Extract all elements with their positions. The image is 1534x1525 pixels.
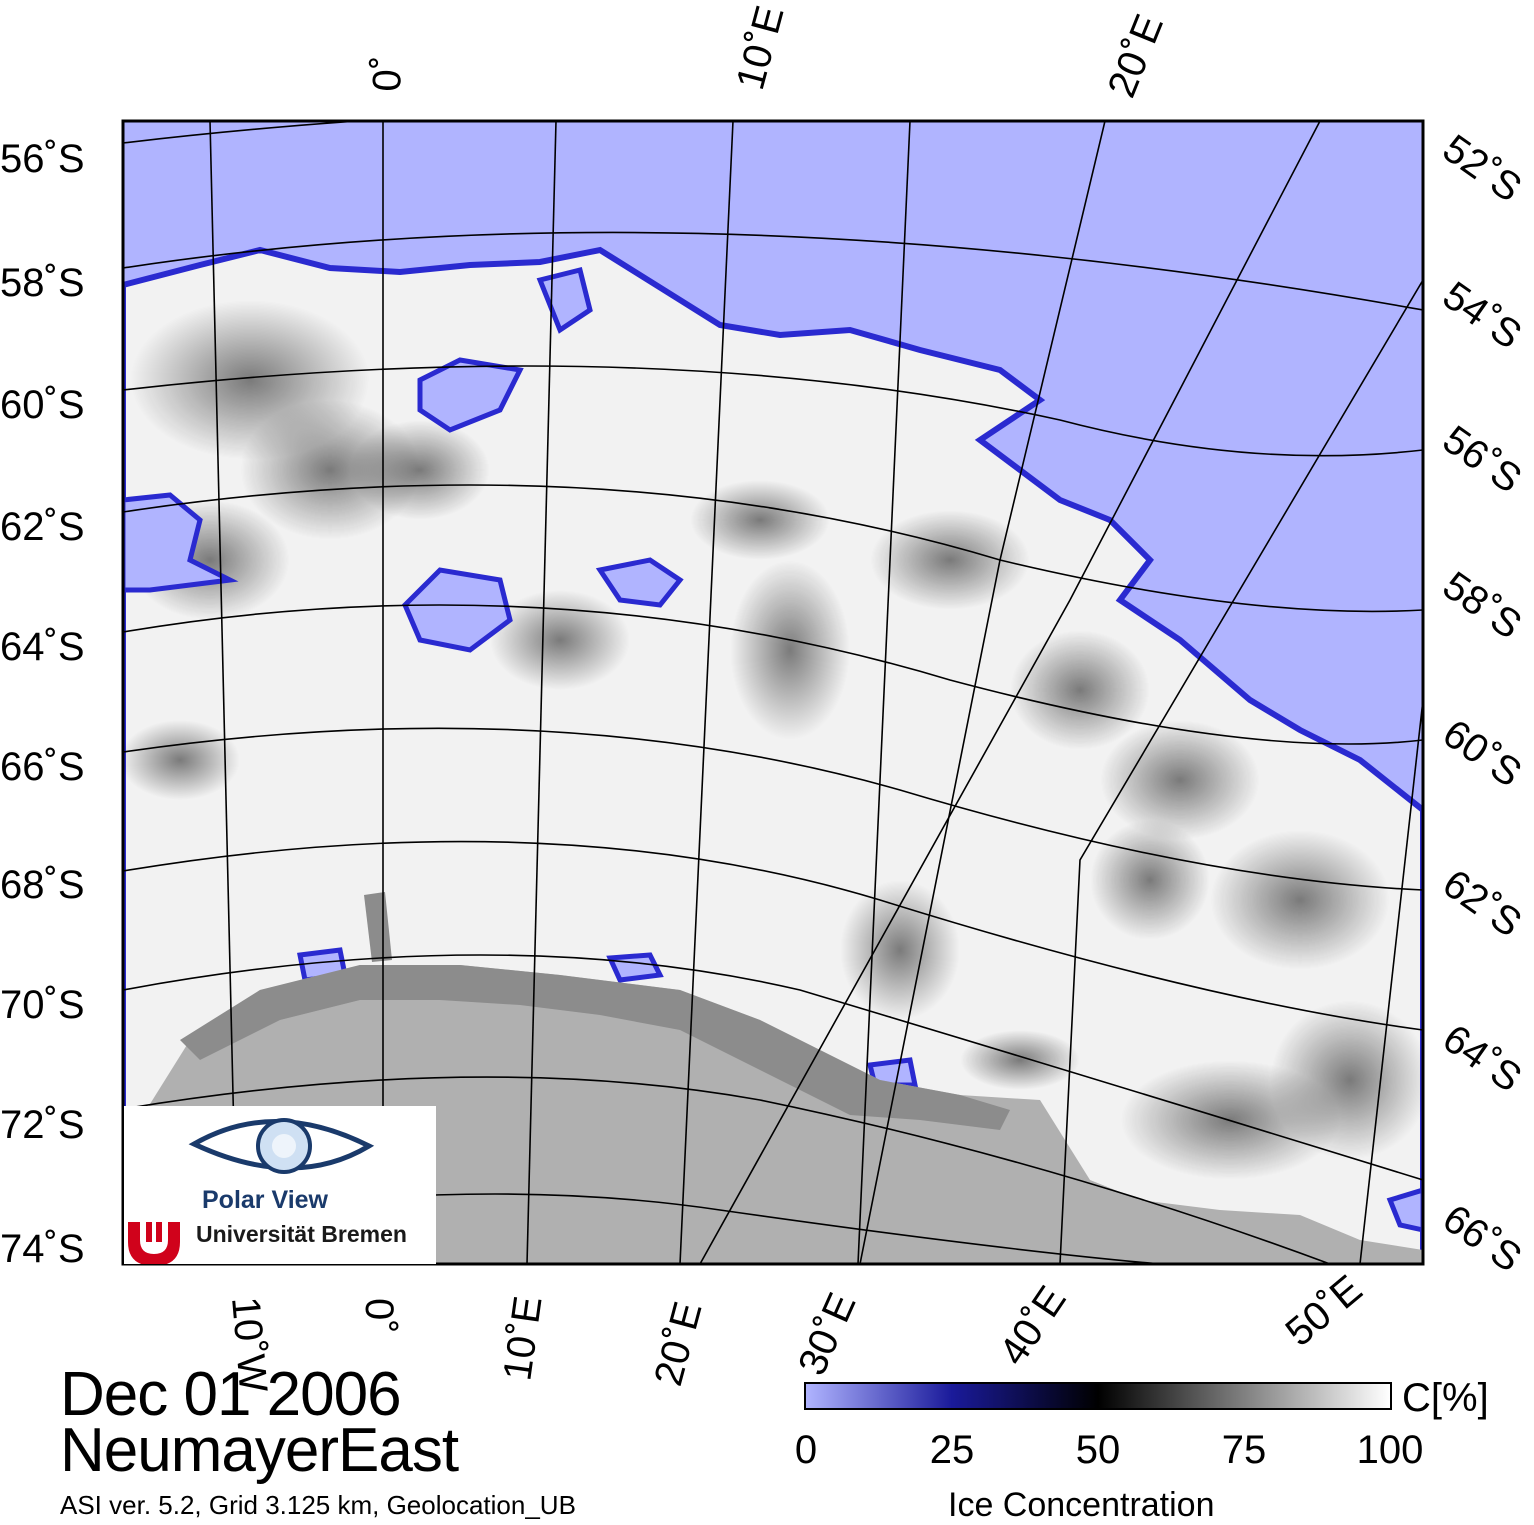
- lon-label: 0˚: [357, 1298, 401, 1334]
- continent: [123, 965, 1423, 1264]
- colorbar-tick: 50: [1075, 1428, 1121, 1472]
- lon-label: 20˚E: [1100, 9, 1172, 104]
- lon-label: 40˚E: [991, 1278, 1075, 1373]
- ice-shelf-peninsula: [364, 892, 392, 962]
- lat-label: 58˚S: [1435, 563, 1529, 648]
- logo-title: Polar View: [202, 1186, 328, 1214]
- colorbar-tick: 100: [1356, 1428, 1424, 1472]
- logo-subtitle: Universität Bremen: [196, 1221, 407, 1247]
- lat-label: 74˚S: [0, 1227, 85, 1271]
- lon-label: 50˚E: [1278, 1267, 1371, 1355]
- lat-labels-right: 52˚S 54˚S 56˚S 58˚S 60˚S 62˚S 64˚S 66˚S: [1435, 126, 1529, 1281]
- lon-label: 30˚E: [790, 1287, 865, 1382]
- date-text: Dec 01 2006: [60, 1360, 402, 1429]
- lat-label: 58˚S: [0, 261, 85, 305]
- lat-label: 62˚S: [1435, 861, 1529, 946]
- region-text: NeumayerEast: [60, 1416, 459, 1485]
- colorbar-label: Ice Concentration: [948, 1486, 1215, 1524]
- lon-label: 0˚: [365, 55, 410, 92]
- lat-label: 64˚S: [1435, 1016, 1529, 1101]
- lon-label: 10˚E: [495, 1293, 550, 1383]
- polynyas: [123, 266, 1423, 1233]
- colorbar: [804, 1382, 1392, 1410]
- eye-icon: [128, 1118, 375, 1264]
- polar-view-logo: Polar View Universität Bremen: [124, 1106, 436, 1264]
- lon-label: 20˚E: [646, 1297, 710, 1390]
- colorbar-tick: 25: [929, 1428, 975, 1472]
- lat-label: 54˚S: [1435, 273, 1529, 358]
- lat-label: 68˚S: [0, 863, 85, 907]
- lat-label: 60˚S: [0, 383, 85, 427]
- lat-label: 64˚S: [0, 625, 85, 669]
- lat-label: 52˚S: [1435, 126, 1529, 211]
- bremen-logo-icon: [128, 1222, 180, 1264]
- colorbar-tick: 75: [1221, 1428, 1267, 1472]
- lat-label: 56˚S: [0, 137, 85, 181]
- lon-label: 10˚W: [223, 1295, 275, 1394]
- lat-label: 66˚S: [0, 745, 85, 789]
- colorbar-tick: 0: [794, 1428, 818, 1472]
- lat-label: 62˚S: [0, 505, 85, 549]
- lat-label: 72˚S: [0, 1103, 85, 1147]
- map-frame: [121, 119, 1425, 1266]
- ice-shelf: [180, 965, 1010, 1130]
- lat-label: 70˚S: [0, 983, 85, 1027]
- lat-label: 60˚S: [1435, 711, 1529, 796]
- lat-label: 56˚S: [1435, 417, 1529, 502]
- lat-labels-left: 56˚S 58˚S 60˚S 62˚S 64˚S 66˚S 68˚S 70˚S …: [0, 137, 85, 1271]
- colorbar-unit: C[%]: [1402, 1376, 1489, 1420]
- graticule: [123, 121, 1423, 1264]
- lon-label: 10˚E: [728, 1, 792, 94]
- lat-label: 66˚S: [1435, 1196, 1529, 1281]
- lon-labels-top: 0˚ 10˚E 20˚E: [365, 1, 1172, 103]
- info-text: ASI ver. 5.2, Grid 3.125 km, Geolocation…: [60, 1490, 576, 1520]
